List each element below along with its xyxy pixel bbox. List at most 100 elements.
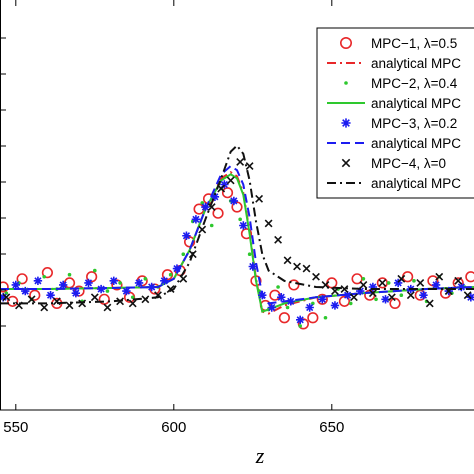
legend-swatch [344, 81, 348, 85]
data-point [316, 293, 328, 305]
data-point [361, 277, 366, 281]
data-point [457, 282, 466, 292]
data-point [40, 303, 49, 312]
data-point [431, 280, 441, 290]
data-point [247, 252, 252, 256]
legend-entry: analytical MPC [327, 96, 461, 111]
data-point [340, 285, 349, 293]
legend-entry: analytical MPC [327, 176, 461, 191]
data-point [283, 256, 292, 265]
legend-label: MPC−4, λ=0 [371, 156, 446, 171]
series-5 [0, 180, 474, 324]
data-point [307, 312, 319, 324]
data-point [255, 194, 264, 203]
data-point [387, 293, 396, 302]
data-point [412, 279, 416, 283]
data-point [207, 203, 216, 211]
x-tick-label: 650 [319, 419, 344, 436]
data-point [168, 272, 173, 277]
data-point [134, 278, 144, 288]
legend-label: analytical MPC [371, 176, 461, 191]
data-point [406, 291, 415, 300]
legend-label: MPC−2, λ=0.4 [371, 76, 458, 91]
legend: MPC−1, λ=0.5 analytical MPC MPC−2, λ=0.4 an… [316, 27, 474, 199]
legend-entry: MPC−3, λ=0.2 [341, 116, 457, 131]
legend-entry: MPC−2, λ=0.4 [344, 76, 458, 91]
legend-label: MPC−1, λ=0.5 [371, 36, 457, 51]
data-point [130, 295, 135, 300]
x-tick-label: 600 [161, 419, 186, 436]
data-point [348, 301, 353, 306]
data-point [41, 267, 54, 279]
data-point [141, 295, 150, 304]
data-point [33, 276, 43, 286]
data-point [236, 158, 245, 166]
data-point [182, 231, 191, 240]
data-point [191, 215, 201, 224]
data-point [210, 192, 220, 201]
data-point [343, 291, 352, 300]
data-point [109, 276, 118, 286]
data-point [59, 280, 68, 290]
data-point [0, 293, 8, 302]
series-6 [0, 164, 474, 305]
data-point [381, 295, 390, 304]
legend-swatch [341, 118, 351, 128]
data-point [212, 207, 224, 219]
data-point [0, 281, 9, 293]
data-point [181, 252, 186, 256]
data-point [463, 291, 472, 300]
data-point [298, 324, 303, 328]
data-point [209, 223, 214, 228]
legend-swatch [341, 158, 351, 168]
legend-label: analytical MPC [371, 56, 461, 71]
data-point [389, 297, 401, 310]
data-point [374, 297, 378, 302]
data-point [293, 262, 301, 271]
data-point [46, 291, 55, 300]
data-point [166, 285, 175, 293]
legend-label: MPC−3, λ=0.2 [371, 116, 457, 131]
data-point [419, 291, 428, 300]
data-point [356, 286, 365, 296]
data-point [425, 299, 434, 308]
legend-label: analytical MPC [371, 136, 461, 151]
data-point [368, 282, 378, 292]
data-point [221, 187, 234, 199]
data-point [78, 299, 87, 308]
data-point [465, 271, 474, 283]
data-point [240, 228, 253, 240]
data-point [143, 277, 148, 281]
x-axis-label: z [255, 443, 265, 468]
data-point [71, 288, 81, 298]
data-point [220, 180, 229, 189]
data-point [286, 297, 295, 306]
data-point [238, 217, 242, 222]
data-point [393, 278, 403, 288]
data-point [16, 273, 28, 285]
data-point [264, 219, 273, 228]
data-point [147, 282, 156, 292]
data-point [267, 303, 276, 312]
data-point [368, 289, 377, 298]
data-point [93, 268, 97, 273]
data-point [27, 295, 36, 304]
data-point [359, 281, 368, 289]
series-layer [0, 144, 474, 330]
data-point [2, 293, 11, 302]
data-point [296, 315, 305, 324]
legend-entry: MPC−1, λ=0.5 [339, 36, 457, 51]
data-point [399, 293, 404, 298]
data-point [454, 276, 463, 285]
legend-label: analytical MPC [371, 96, 461, 111]
data-point [42, 274, 47, 279]
data-point [118, 281, 122, 285]
data-point [277, 293, 286, 302]
data-point [338, 295, 351, 307]
data-point [226, 176, 235, 185]
data-point [435, 272, 444, 281]
data-point [84, 278, 93, 288]
data-point [302, 264, 311, 273]
data-point [7, 295, 19, 307]
